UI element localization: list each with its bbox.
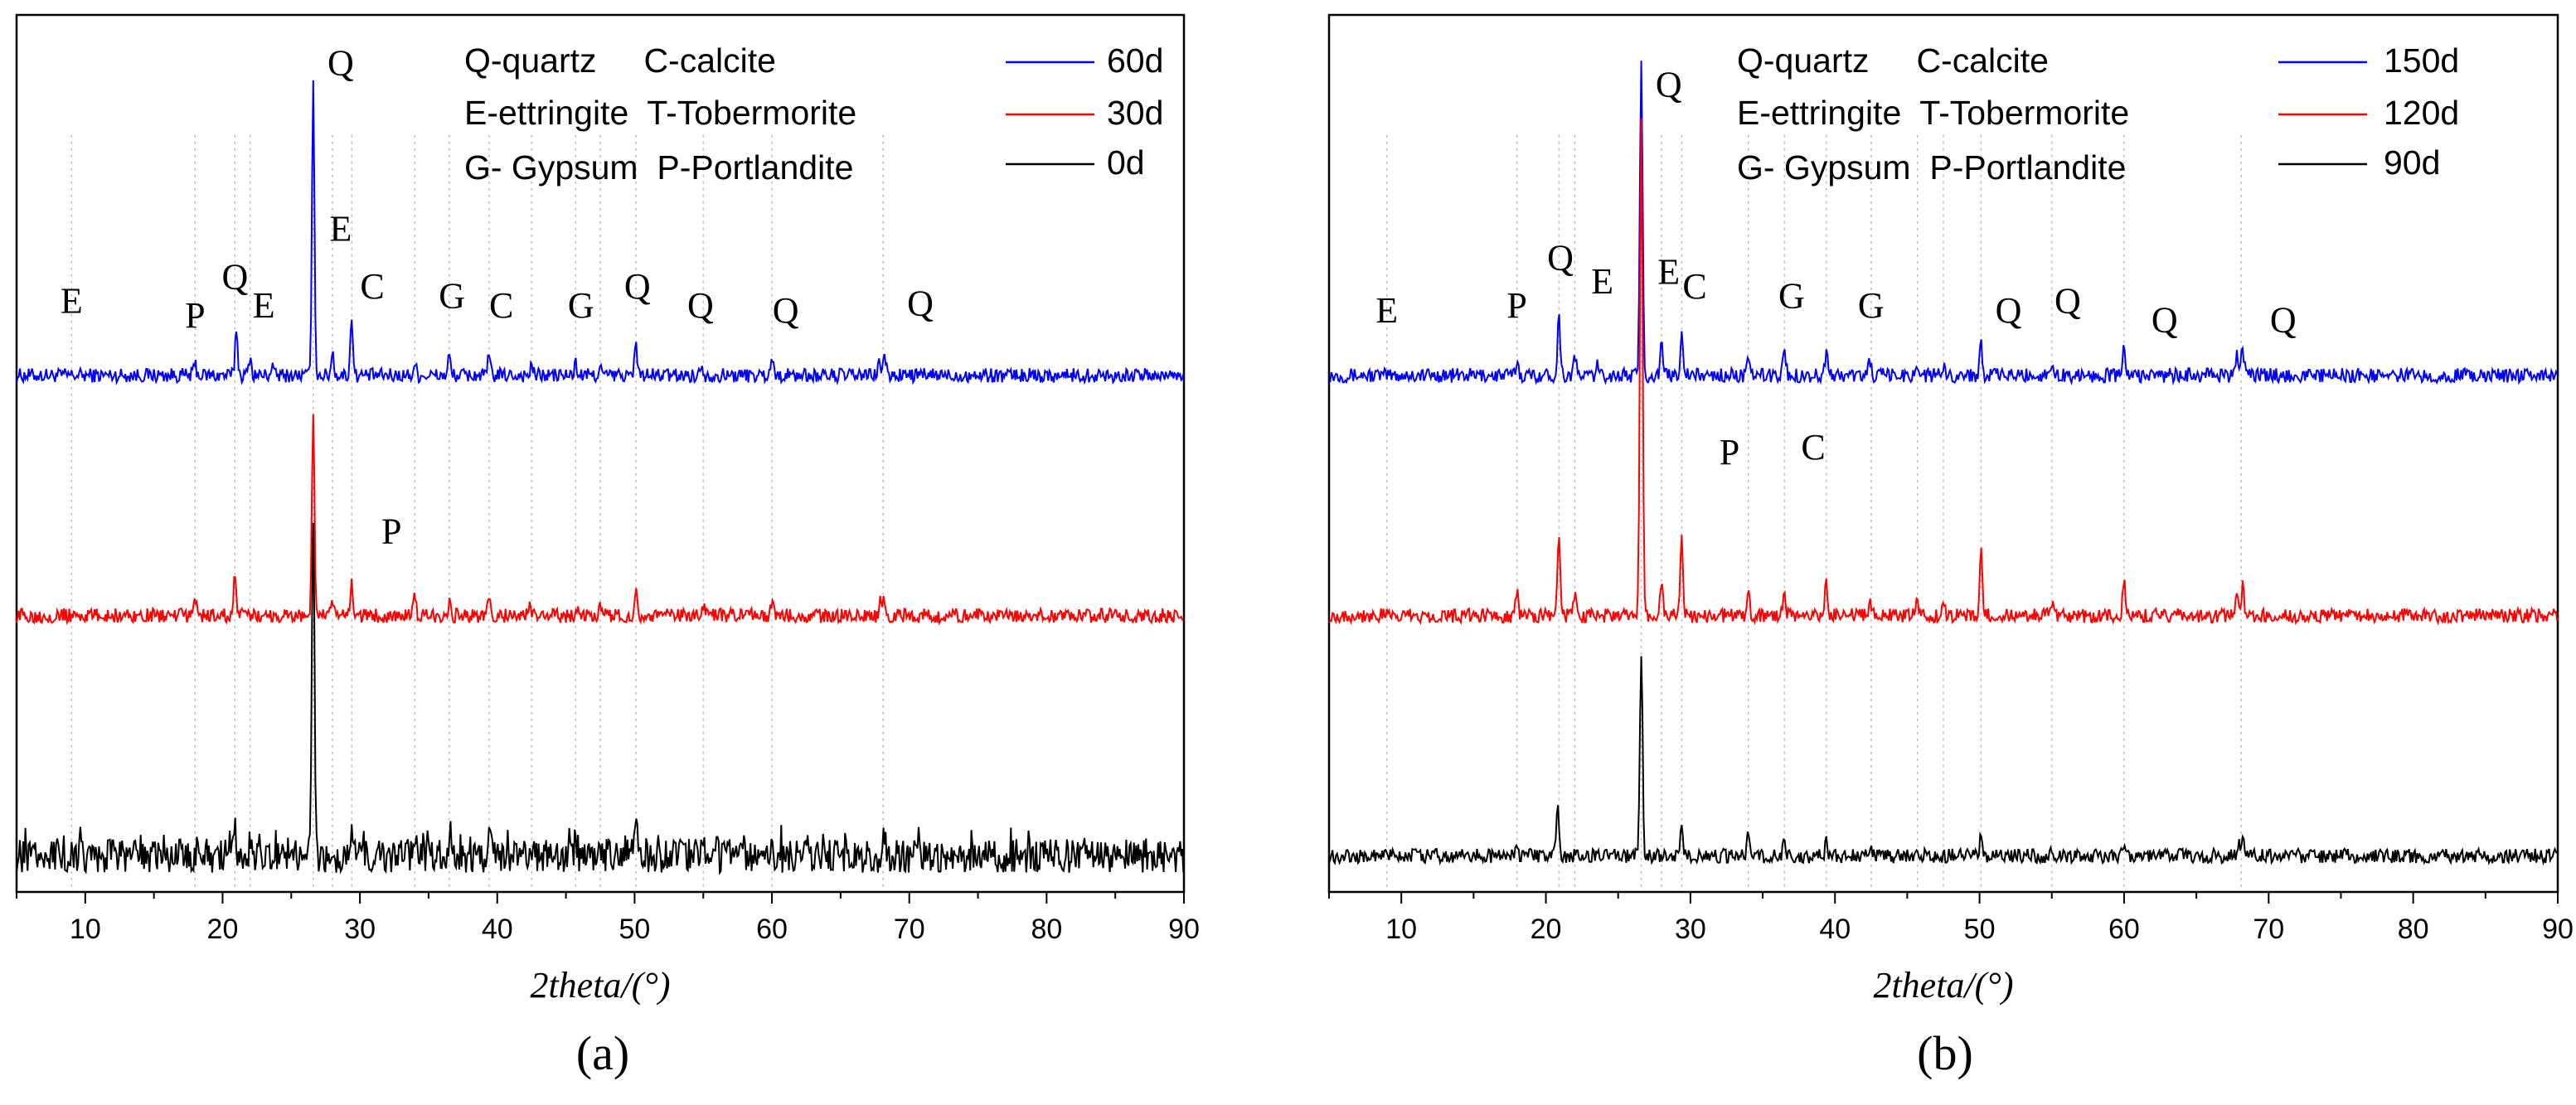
phase-key-line: E-ettringite T-Tobermorite <box>464 94 856 132</box>
peak-label-P: P <box>381 511 401 552</box>
peak-guide-lines <box>70 134 884 889</box>
x-tick-label: 80 <box>2398 914 2429 945</box>
x-tick-label: 20 <box>1531 914 1562 945</box>
peak-label-C: C <box>1801 427 1825 468</box>
series-line-0d <box>16 522 1185 875</box>
peak-label-P: P <box>1720 432 1739 473</box>
legend-label-120d: 120d <box>2384 94 2459 132</box>
peak-label-C: C <box>360 266 384 307</box>
x-tick-label: 20 <box>207 914 239 945</box>
x-tick-label: 60 <box>2108 914 2140 945</box>
peak-label-Q: Q <box>2270 300 2297 341</box>
phase-key-line: Q-quartz C-calcite <box>464 41 776 80</box>
peak-label-G: G <box>1778 276 1805 317</box>
x-axis-title: 2theta/(°) <box>1873 965 2013 1006</box>
peak-label-E: E <box>1657 252 1680 293</box>
series-line-60d <box>16 80 1185 386</box>
peak-label-Q: Q <box>687 285 714 326</box>
phase-key-line: G- Gypsum P-Portlandite <box>1737 148 2126 187</box>
legend-label-150d: 150d <box>2384 41 2459 80</box>
peak-label-G: G <box>1858 285 1885 326</box>
peak-label-G: G <box>568 285 594 326</box>
legend-label-30d: 30d <box>1107 94 1163 132</box>
peak-label-E: E <box>61 280 83 321</box>
legend: Q-quartz C-calcite E-ettringite T-Tobermo… <box>1737 41 2459 187</box>
peak-label-C: C <box>489 285 513 326</box>
legend-label-60d: 60d <box>1107 41 1163 80</box>
peak-label-Q: Q <box>1996 290 2022 331</box>
series-line-120d <box>1328 118 2559 626</box>
x-tick-label: 40 <box>482 914 513 945</box>
peak-label-E: E <box>1375 290 1398 331</box>
peak-label-G: G <box>439 276 465 317</box>
x-tick-label: 30 <box>344 914 376 945</box>
x-tick-label: 90 <box>2542 914 2574 945</box>
x-axis: 10 20 30 40 50 60 70 80 90 <box>1328 892 2574 945</box>
peak-label-C: C <box>1682 266 1706 307</box>
x-tick-label: 30 <box>1675 914 1706 945</box>
x-axis-title: 2theta/(°) <box>530 965 670 1006</box>
phase-key-line: Q-quartz C-calcite <box>1737 41 2049 80</box>
peak-label-Q: Q <box>1656 65 1682 105</box>
peak-guide-lines <box>1386 134 2242 889</box>
subfigure-label: (a) <box>576 1026 629 1080</box>
x-tick-label: 50 <box>619 914 650 945</box>
x-tick-label: 40 <box>1819 914 1851 945</box>
subfigure-label: (b) <box>1917 1026 1973 1080</box>
peak-label-Q: Q <box>221 256 248 297</box>
legend: Q-quartz C-calcite E-ettringite T-Tobermo… <box>464 41 1163 187</box>
x-tick-label: 60 <box>756 914 788 945</box>
x-axis: 10 20 30 40 50 60 70 80 90 <box>16 892 1200 945</box>
plot-frame <box>15 13 1186 894</box>
series-line-30d <box>16 414 1185 627</box>
peak-label-Q: Q <box>773 290 799 331</box>
peak-label-Q: Q <box>2152 300 2178 341</box>
peak-label-E: E <box>329 208 352 249</box>
phase-key-line: E-ettringite T-Tobermorite <box>1737 94 2129 132</box>
x-tick-label: 70 <box>894 914 925 945</box>
x-tick-label: 10 <box>70 914 101 945</box>
peak-label-Q: Q <box>1547 237 1574 278</box>
peak-label-E: E <box>253 285 275 326</box>
x-tick-label: 70 <box>2253 914 2284 945</box>
peak-label-Q: Q <box>907 283 934 323</box>
peak-label-Q: Q <box>624 266 651 307</box>
x-tick-label: 80 <box>1031 914 1062 945</box>
peak-label-E: E <box>1591 261 1613 302</box>
x-tick-label: 90 <box>1168 914 1200 945</box>
series-line-150d <box>1328 61 2559 386</box>
peak-label-Q: Q <box>2054 280 2081 321</box>
x-tick-label: 50 <box>1964 914 1996 945</box>
peak-label-P: P <box>1506 285 1526 326</box>
peak-label-Q: Q <box>327 42 354 83</box>
plot-frame <box>1327 13 2559 894</box>
x-tick-label: 10 <box>1385 914 1417 945</box>
phase-key-line: G- Gypsum P-Portlandite <box>464 148 853 187</box>
legend-label-90d: 90d <box>2384 143 2440 182</box>
series-line-90d <box>1328 656 2558 866</box>
legend-label-0d: 0d <box>1107 143 1145 182</box>
peak-label-P: P <box>185 295 205 336</box>
